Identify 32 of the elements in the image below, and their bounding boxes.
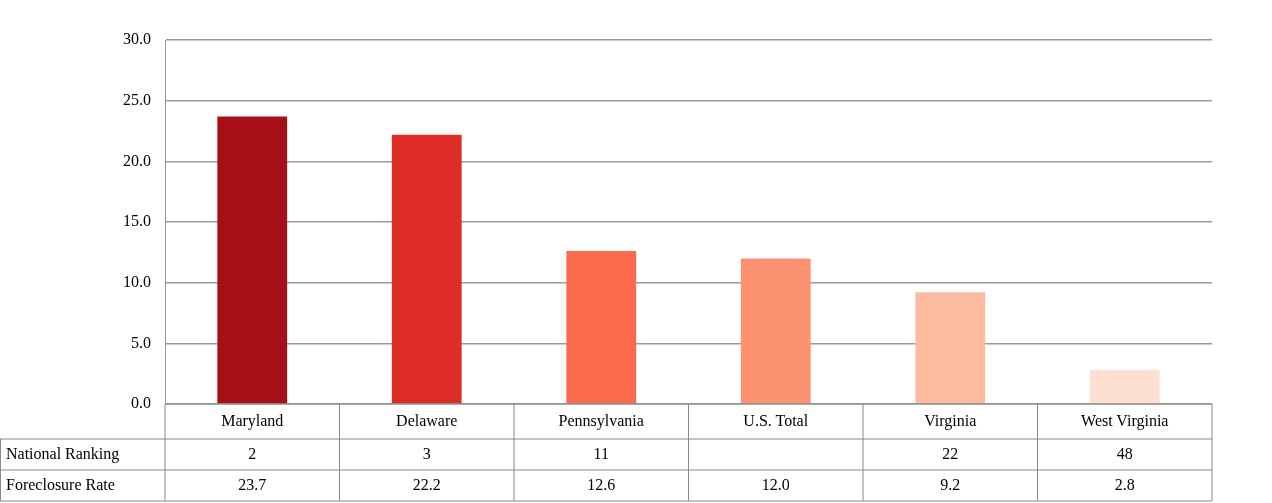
x-tick-label: Delaware	[396, 411, 458, 429]
data-label: 2.8	[1114, 475, 1135, 493]
data-label: 12.0	[761, 475, 790, 493]
x-tick-label: West Virginia	[1081, 411, 1169, 430]
y-tick-label: 10.0	[123, 272, 151, 290]
bar	[740, 258, 811, 404]
data-label: 12.6	[587, 475, 616, 493]
text: 11	[593, 444, 609, 462]
text: 48	[1116, 444, 1133, 462]
bar	[217, 116, 288, 404]
x-tick-label: Virginia	[924, 411, 977, 430]
bar	[915, 292, 986, 404]
bar	[1089, 370, 1160, 404]
text: Foreclosure Rate	[6, 475, 115, 493]
y-tick-label: 0.0	[131, 394, 151, 412]
data-label: 23.7	[238, 475, 267, 493]
data-label: 9.2	[940, 475, 961, 493]
y-tick-label: 20.0	[123, 151, 151, 169]
x-tick-label: U.S. Total	[743, 411, 809, 429]
bar	[391, 134, 462, 404]
y-tick-label: 5.0	[131, 333, 151, 351]
y-tick-label: 30.0	[123, 30, 151, 48]
text: 2	[248, 444, 257, 462]
bar	[566, 251, 637, 404]
text: 3	[422, 444, 431, 462]
y-tick-label: 25.0	[123, 90, 151, 108]
text: 22	[942, 444, 959, 462]
data-label: 22.2	[412, 475, 441, 493]
x-tick-label: Maryland	[221, 411, 284, 430]
y-tick-label: 15.0	[123, 212, 151, 230]
x-tick-label: Pennsylvania	[558, 411, 644, 430]
text: National Ranking	[6, 444, 120, 463]
